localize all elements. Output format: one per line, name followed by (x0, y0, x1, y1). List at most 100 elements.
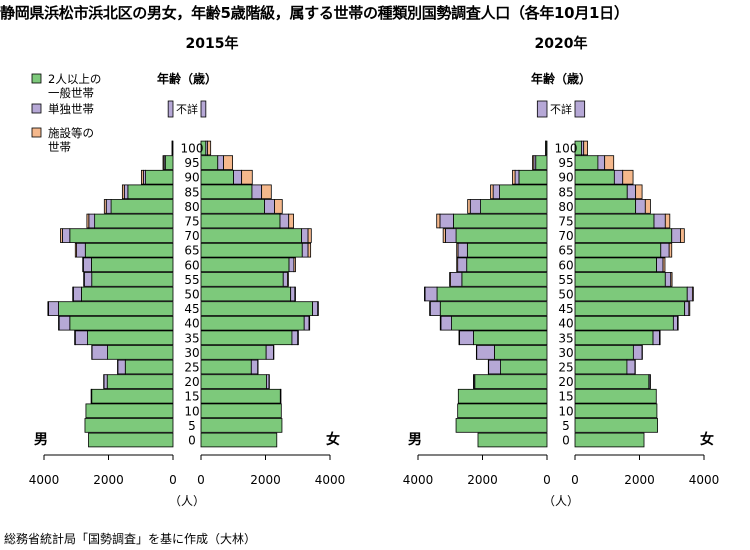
p1-male-general-bar-age-50 (81, 286, 174, 302)
p1-male-x-tick-label-2000: 2000 (93, 473, 124, 487)
p1-male-facility-bar-age-90 (140, 169, 144, 185)
p1-female-single-bar-age-30 (265, 345, 274, 360)
p2-female-general-bar-age-35 (574, 330, 654, 346)
p1-female-single-bar-age-70 (301, 228, 309, 243)
p1-male-single-bar-age-50 (72, 286, 82, 302)
p1-male-single-bar-age-20 (103, 374, 108, 389)
p2-age-tick-5: 5 (562, 419, 570, 433)
p1-male-general-bar-age-15 (91, 388, 174, 404)
p1-female-general-bar-age-40 (200, 315, 305, 331)
p1-male-general-bar-age-10 (85, 403, 174, 419)
p1-male-facility-bar-age-65 (74, 242, 77, 258)
p2-male-single-bar-age-25 (488, 359, 501, 375)
p1-female-single-bar-age-65 (301, 242, 309, 258)
p2-female-single-bar-age-40 (672, 315, 678, 331)
p1-male-x-tick-label-4000: 4000 (29, 473, 60, 487)
p2-female-single-bar-age-25 (626, 359, 636, 375)
p1-age-tick-85: 85 (184, 185, 199, 199)
p2-male-single-bar-age-35 (459, 330, 474, 346)
p1-male-facility-bar-age-95 (162, 155, 165, 170)
legend-swatch-facility (31, 127, 42, 138)
p2-male-single-bar-age-65 (457, 242, 468, 258)
p2-age-tick-95: 95 (558, 156, 573, 170)
p1-male-general-bar-age-80 (110, 199, 174, 214)
p1-female-single-bar-age-55 (282, 272, 288, 287)
p2-female-single-bar-age-95 (597, 155, 606, 170)
p1-female-facility-bar-age-55 (287, 272, 289, 287)
p1-age-tick-25: 25 (184, 361, 199, 375)
p2-male-facility-bar-age-65 (456, 242, 459, 258)
p2-male-facility-bar-age-95 (532, 155, 535, 170)
p1-female-general-bar-age-70 (200, 228, 303, 243)
p1-panel-title: 2015年 (186, 35, 239, 52)
p1-female-single-bar-age-60 (288, 257, 295, 273)
p2-male-general-bar-age-95 (535, 155, 548, 170)
p2-male-general-bar-age-10 (457, 403, 548, 419)
p1-age-tick-95: 95 (184, 156, 199, 170)
p1-male-facility-bar-age-60 (82, 257, 84, 273)
p2-female-general-bar-age-5 (574, 418, 658, 433)
p2-male-single-bar-age-45 (429, 301, 441, 316)
p2-female-single-bar-age-30 (632, 345, 643, 360)
p2-male-general-bar-age-40 (451, 315, 548, 331)
p1-female-facility-bar-age-35 (297, 330, 299, 346)
p2-male-facility-bar-age-90 (512, 169, 516, 185)
p1-female-unknown-bar (200, 100, 207, 118)
p1-female-single-bar-age-25 (250, 359, 259, 375)
p2-female-general-bar-age-80 (574, 199, 637, 214)
p1-age-tick-50: 50 (184, 288, 199, 302)
p2-female-single-bar-age-80 (635, 199, 646, 214)
p2-male-x-tick-label-0: 0 (543, 473, 551, 487)
p2-female-general-bar-age-55 (574, 272, 666, 287)
p2-age-tick-50: 50 (558, 288, 573, 302)
p1-male-general-bar-age-20 (106, 374, 174, 389)
p2-male-facility-bar-age-50 (424, 286, 426, 302)
p1-female-general-bar-age-90 (200, 169, 234, 185)
p1-male-single-bar-age-25 (117, 359, 126, 375)
legend-swatch-single (31, 103, 42, 114)
p1-female-general-bar-age-25 (200, 359, 252, 375)
p1-female-facility-bar-age-100 (207, 140, 212, 156)
p2-male-unknown-bar (536, 100, 548, 118)
p2-female-x-tick-label-2000: 2000 (624, 473, 655, 487)
p1-female-general-bar-age-0 (200, 432, 278, 448)
p1-male-unknown-bar (167, 100, 174, 118)
p1-female-single-bar-age-50 (290, 286, 296, 302)
p1-female-x-tick-label-0: 0 (197, 473, 205, 487)
p2-age-tick-0: 0 (562, 434, 570, 448)
p1-female-general-bar-age-80 (200, 199, 265, 214)
p2-age-tick-55: 55 (558, 273, 573, 287)
p1-female-general-bar-age-5 (200, 418, 283, 433)
p2-female-x-tick-label-0: 0 (571, 473, 579, 487)
p2-male-single-bar-age-85 (492, 184, 500, 200)
p2-age-tick-70: 70 (558, 229, 573, 243)
p2-male-single-bar-age-50 (424, 286, 438, 302)
p2-female-facility-bar-age-70 (680, 228, 685, 243)
p2-female-single-bar-age-65 (660, 242, 670, 258)
p1-age-tick-80: 80 (184, 200, 199, 214)
p2-female-facility-bar-age-35 (659, 330, 661, 346)
p2-female-x-tick-label-4000: 4000 (689, 473, 720, 487)
p1-male-general-bar-age-75 (94, 213, 174, 229)
p2-female-facility-bar-age-80 (644, 199, 651, 214)
p2-female-single-bar-age-70 (671, 228, 681, 243)
p1-female-general-bar-age-95 (200, 155, 219, 170)
p1-female-general-bar-age-35 (200, 330, 293, 346)
p1-female-facility-bar-age-70 (307, 228, 312, 243)
p1-age-tick-15: 15 (184, 390, 199, 404)
p1-male-general-bar-age-45 (58, 301, 174, 316)
p2-female-facility-bar-age-45 (688, 301, 691, 316)
p1-male-single-bar-age-35 (74, 330, 88, 346)
p1-female-facility-bar-age-95 (223, 155, 234, 170)
p2-male-general-bar-age-65 (466, 242, 548, 258)
p1-female-facility-bar-age-80 (274, 199, 283, 214)
p1-male-general-bar-age-60 (91, 257, 174, 273)
p1-male-general-bar-age-40 (69, 315, 174, 331)
p2-x-unit: （人） (543, 494, 579, 508)
p1-female-general-bar-age-20 (200, 374, 267, 389)
p2-age-tick-85: 85 (558, 185, 573, 199)
p2-female-facility-bar-age-100 (583, 140, 588, 156)
p1-age-tick-90: 90 (184, 171, 199, 185)
p1-male-single-bar-age-55 (83, 272, 93, 287)
